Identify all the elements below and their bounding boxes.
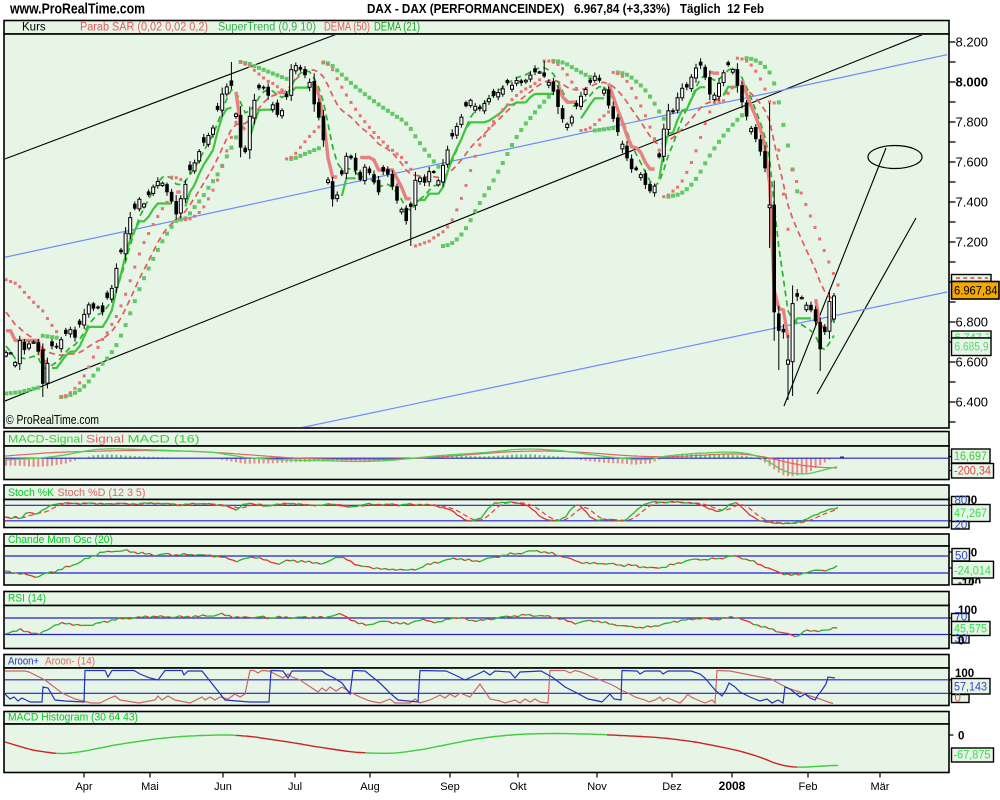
- svg-text:8.000: 8.000: [956, 75, 989, 90]
- svg-text:SuperTrend (0,9 10): SuperTrend (0,9 10): [218, 22, 316, 34]
- svg-text:Stoch %D (12 3 5): Stoch %D (12 3 5): [58, 487, 146, 499]
- svg-text:Jun: Jun: [214, 781, 232, 793]
- svg-text:Kurs: Kurs: [22, 22, 46, 34]
- svg-text:Aroon+: Aroon+: [8, 656, 39, 668]
- svg-text:Sep: Sep: [440, 781, 460, 793]
- svg-text:Parab SAR (0,02 0,02 0,2): Parab SAR (0,02 0,02 0,2): [80, 22, 208, 34]
- svg-text:16,697: 16,697: [954, 451, 987, 463]
- svg-text:Stoch %K: Stoch %K: [8, 487, 55, 499]
- svg-text:RSI (14): RSI (14): [8, 593, 46, 605]
- svg-text:100: 100: [955, 668, 974, 680]
- svg-text:7.400: 7.400: [956, 195, 989, 210]
- svg-text:DAX - DAX (PERFORMANCEINDEX): DAX - DAX (PERFORMANCEINDEX) 6.967,84 (+…: [367, 2, 764, 16]
- svg-text:MACD (16): MACD (16): [128, 434, 200, 446]
- svg-text:-24,014: -24,014: [954, 566, 992, 578]
- svg-text:20: 20: [955, 520, 968, 532]
- svg-text:6.600: 6.600: [956, 355, 989, 370]
- svg-text:2008: 2008: [719, 779, 746, 793]
- svg-text:8.200: 8.200: [956, 35, 989, 50]
- svg-text:50: 50: [955, 551, 968, 563]
- svg-text:-67,875: -67,875: [954, 750, 991, 762]
- svg-text:Mär: Mär: [871, 781, 890, 793]
- svg-text:-100: -100: [958, 578, 981, 590]
- svg-text:MACD Histogram (30 64 43): MACD Histogram (30 64 43): [8, 712, 138, 724]
- svg-text:57,143: 57,143: [954, 682, 987, 694]
- svg-text:www.ProRealTime.com: www.ProRealTime.com: [9, 2, 145, 18]
- svg-text:7.200: 7.200: [956, 235, 989, 250]
- svg-text:6.685,9: 6.685,9: [955, 342, 989, 354]
- svg-text:0: 0: [955, 693, 961, 705]
- svg-text:© ProRealTime.com: © ProRealTime.com: [6, 413, 99, 427]
- svg-text:Mai: Mai: [141, 781, 159, 793]
- svg-text:0: 0: [958, 731, 964, 743]
- svg-text:Apr: Apr: [75, 781, 92, 793]
- svg-text:7.800: 7.800: [956, 115, 989, 130]
- svg-text:Aug: Aug: [360, 781, 380, 793]
- svg-text:Okt: Okt: [509, 781, 526, 793]
- svg-text:47,267: 47,267: [954, 508, 987, 520]
- svg-text:70: 70: [955, 612, 968, 624]
- svg-text:45,575: 45,575: [954, 624, 987, 636]
- svg-text:Feb: Feb: [799, 781, 818, 793]
- svg-text:Jul: Jul: [288, 781, 302, 793]
- svg-text:Signal: Signal: [86, 434, 124, 446]
- svg-text:Nov: Nov: [587, 781, 607, 793]
- svg-text:7.600: 7.600: [956, 155, 989, 170]
- svg-text:0: 0: [958, 636, 964, 648]
- svg-text:MACD-Signal: MACD-Signal: [8, 434, 83, 446]
- svg-text:30: 30: [955, 634, 968, 646]
- svg-text:6.747,7: 6.747,7: [955, 332, 992, 344]
- svg-text:6.800: 6.800: [956, 315, 989, 330]
- svg-text:6.967,84: 6.967,84: [954, 284, 998, 298]
- svg-text:Aroon- (14): Aroon- (14): [45, 656, 95, 668]
- svg-text:Dez: Dez: [662, 781, 682, 793]
- svg-text:-200,34: -200,34: [954, 466, 992, 478]
- svg-text:Chande Mom Osc (20): Chande Mom Osc (20): [8, 534, 113, 546]
- svg-text:6.400: 6.400: [956, 395, 989, 410]
- svg-text:DEMA (50): DEMA (50): [324, 22, 370, 34]
- svg-text:DEMA (21): DEMA (21): [374, 22, 420, 34]
